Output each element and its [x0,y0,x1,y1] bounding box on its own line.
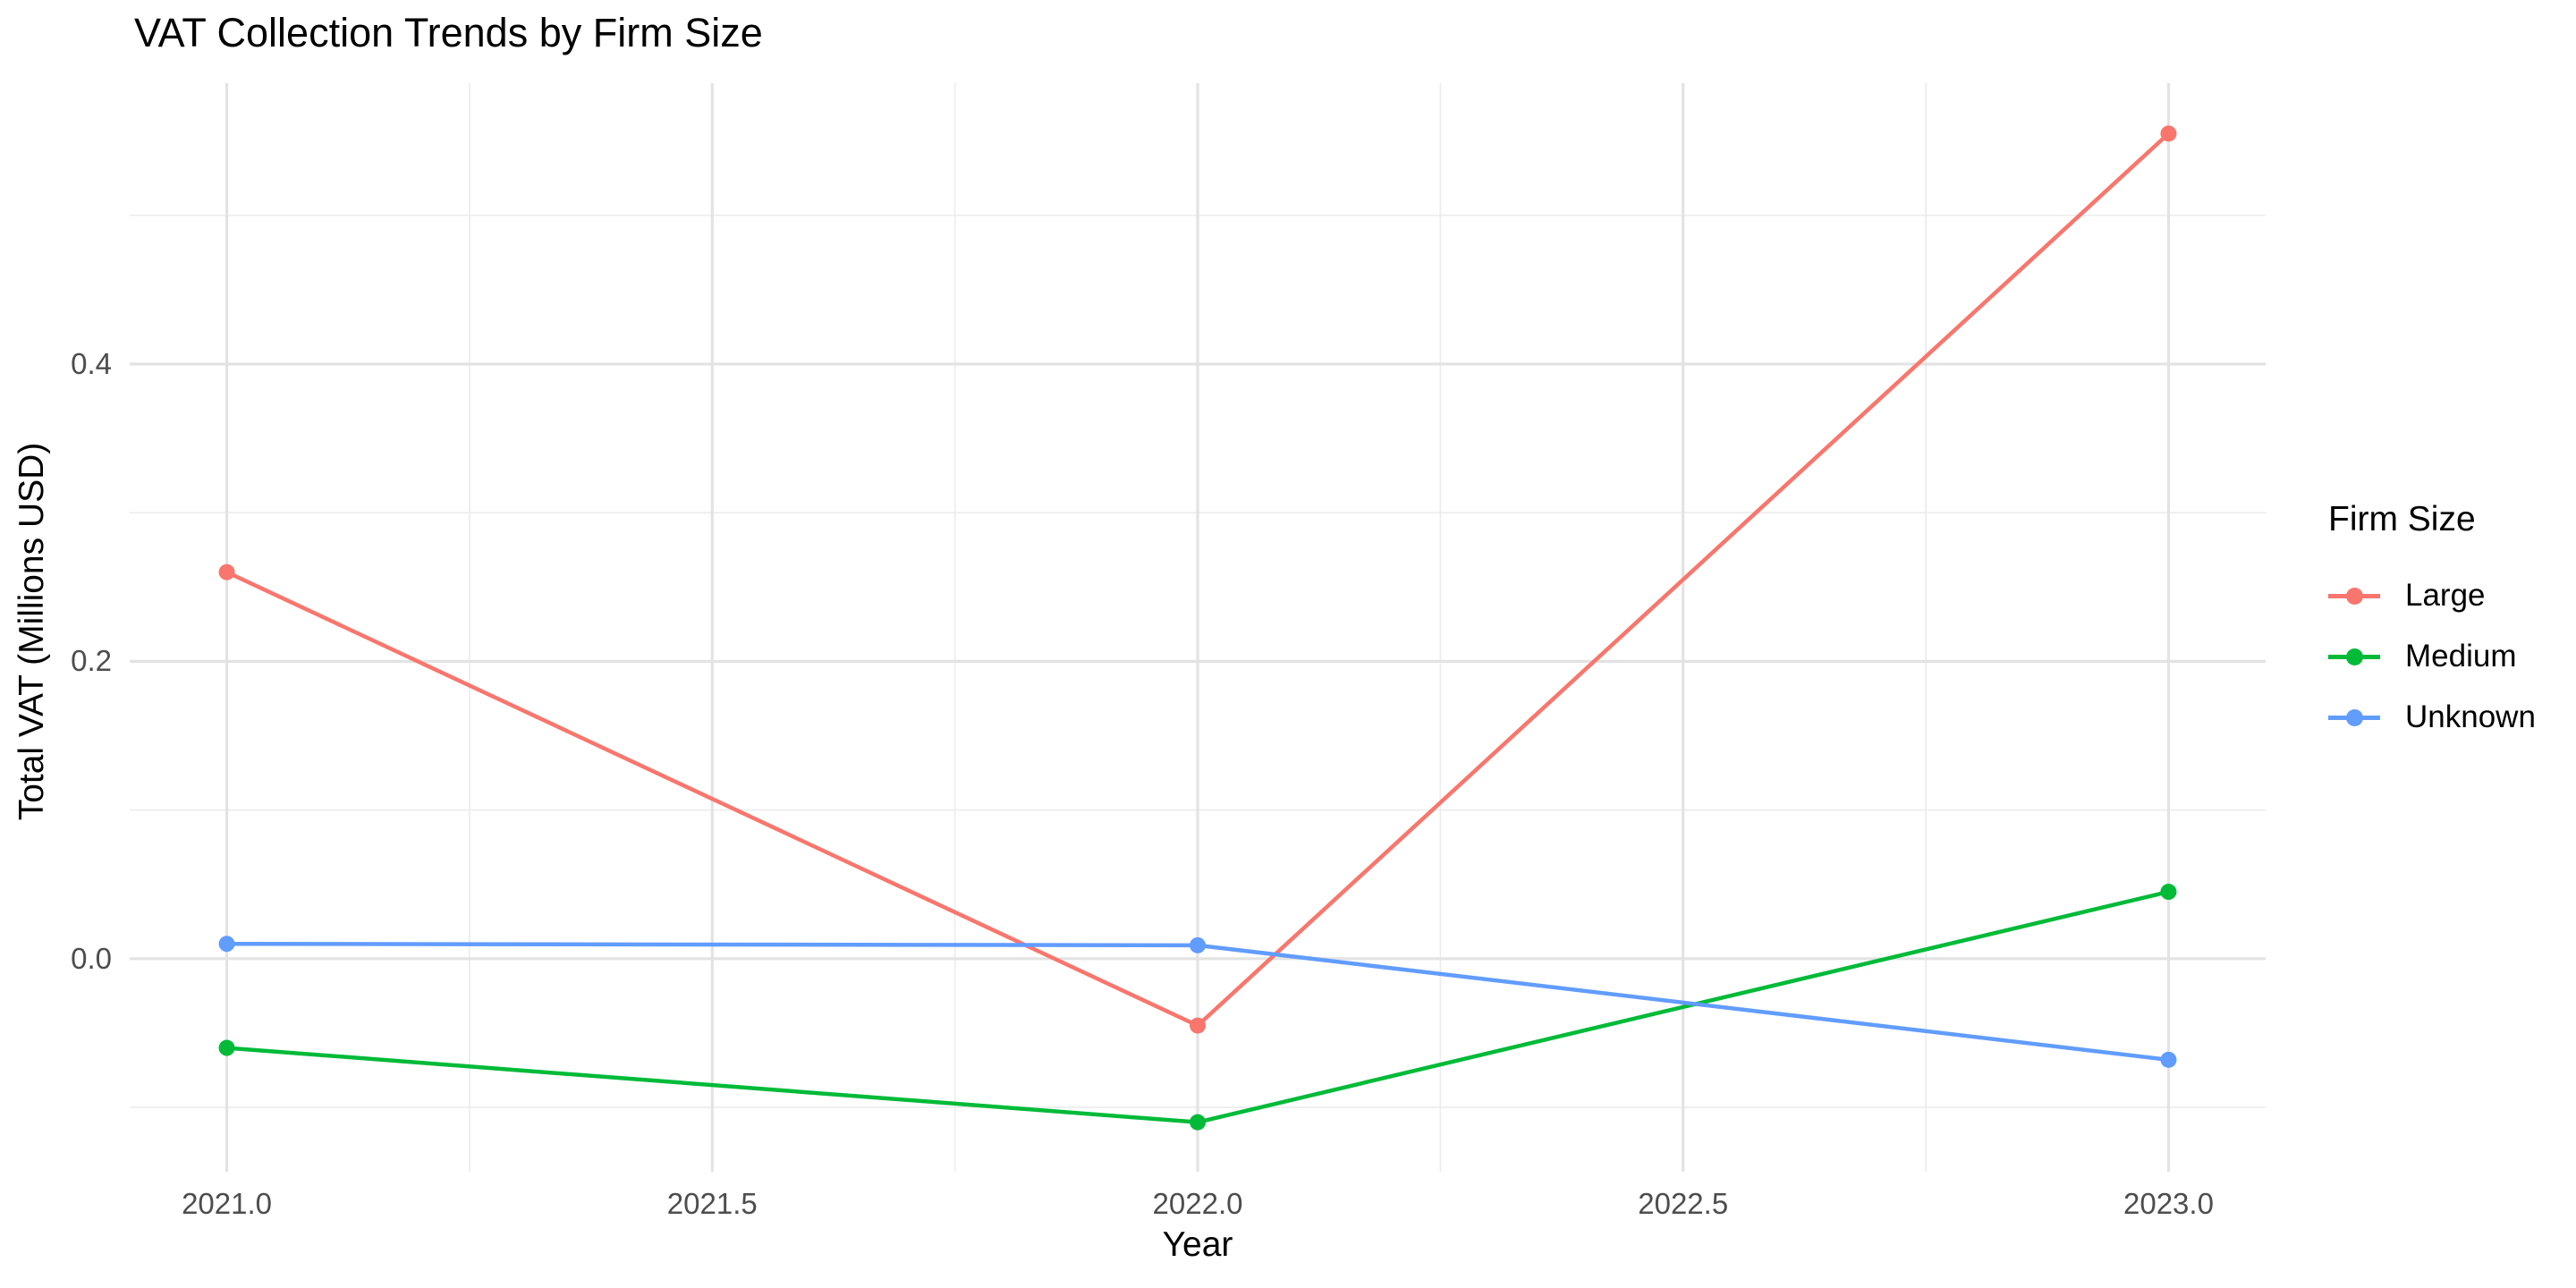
legend-item-large[interactable]: Large [2328,576,2536,615]
chart-title: VAT Collection Trends by Firm Size [134,10,763,55]
gridlines-major [130,83,2266,1172]
data-point-large [2160,125,2177,142]
x-tick-label: 2022.0 [1152,1187,1243,1220]
data-point-unknown [218,936,235,953]
data-point-medium [2160,884,2177,901]
x-tick-label: 2021.0 [182,1187,272,1220]
legend-key-line-dot-icon [2328,576,2380,615]
legend-key-line-dot-icon [2328,698,2380,737]
x-tick-label: 2022.5 [1638,1187,1729,1220]
y-axis-title: Total VAT (Millions USD) [13,442,51,821]
series-unknown [218,936,2177,1068]
data-point-medium [1190,1114,1206,1131]
data-point-unknown [1190,936,1206,953]
data-point-large [218,564,235,580]
legend-item-label: Large [2405,578,2486,613]
data-point-large [1190,1017,1206,1034]
x-tick-label: 2023.0 [2123,1187,2214,1220]
legend-item-medium[interactable]: Medium [2328,637,2536,676]
data-point-unknown [2160,1051,2177,1068]
legend-key-line-dot-icon [2328,637,2380,676]
y-tick-label: 0.2 [71,644,112,678]
series-medium [218,884,2177,1131]
x-axis-title: Year [1162,1225,1233,1264]
legend-item-unknown[interactable]: Unknown [2328,698,2536,737]
y-tick-label: 0.4 [71,346,112,380]
x-tick-label: 2021.5 [666,1187,758,1220]
y-tick-label: 0.0 [71,941,112,975]
legend-title: Firm Size [2328,500,2476,538]
legend-item-label: Medium [2405,639,2517,674]
legend-item-label: Unknown [2405,699,2536,734]
data-point-medium [218,1039,235,1056]
series-large [218,125,2177,1034]
legend: Firm Size Large Medium Unknown [2328,499,2536,758]
